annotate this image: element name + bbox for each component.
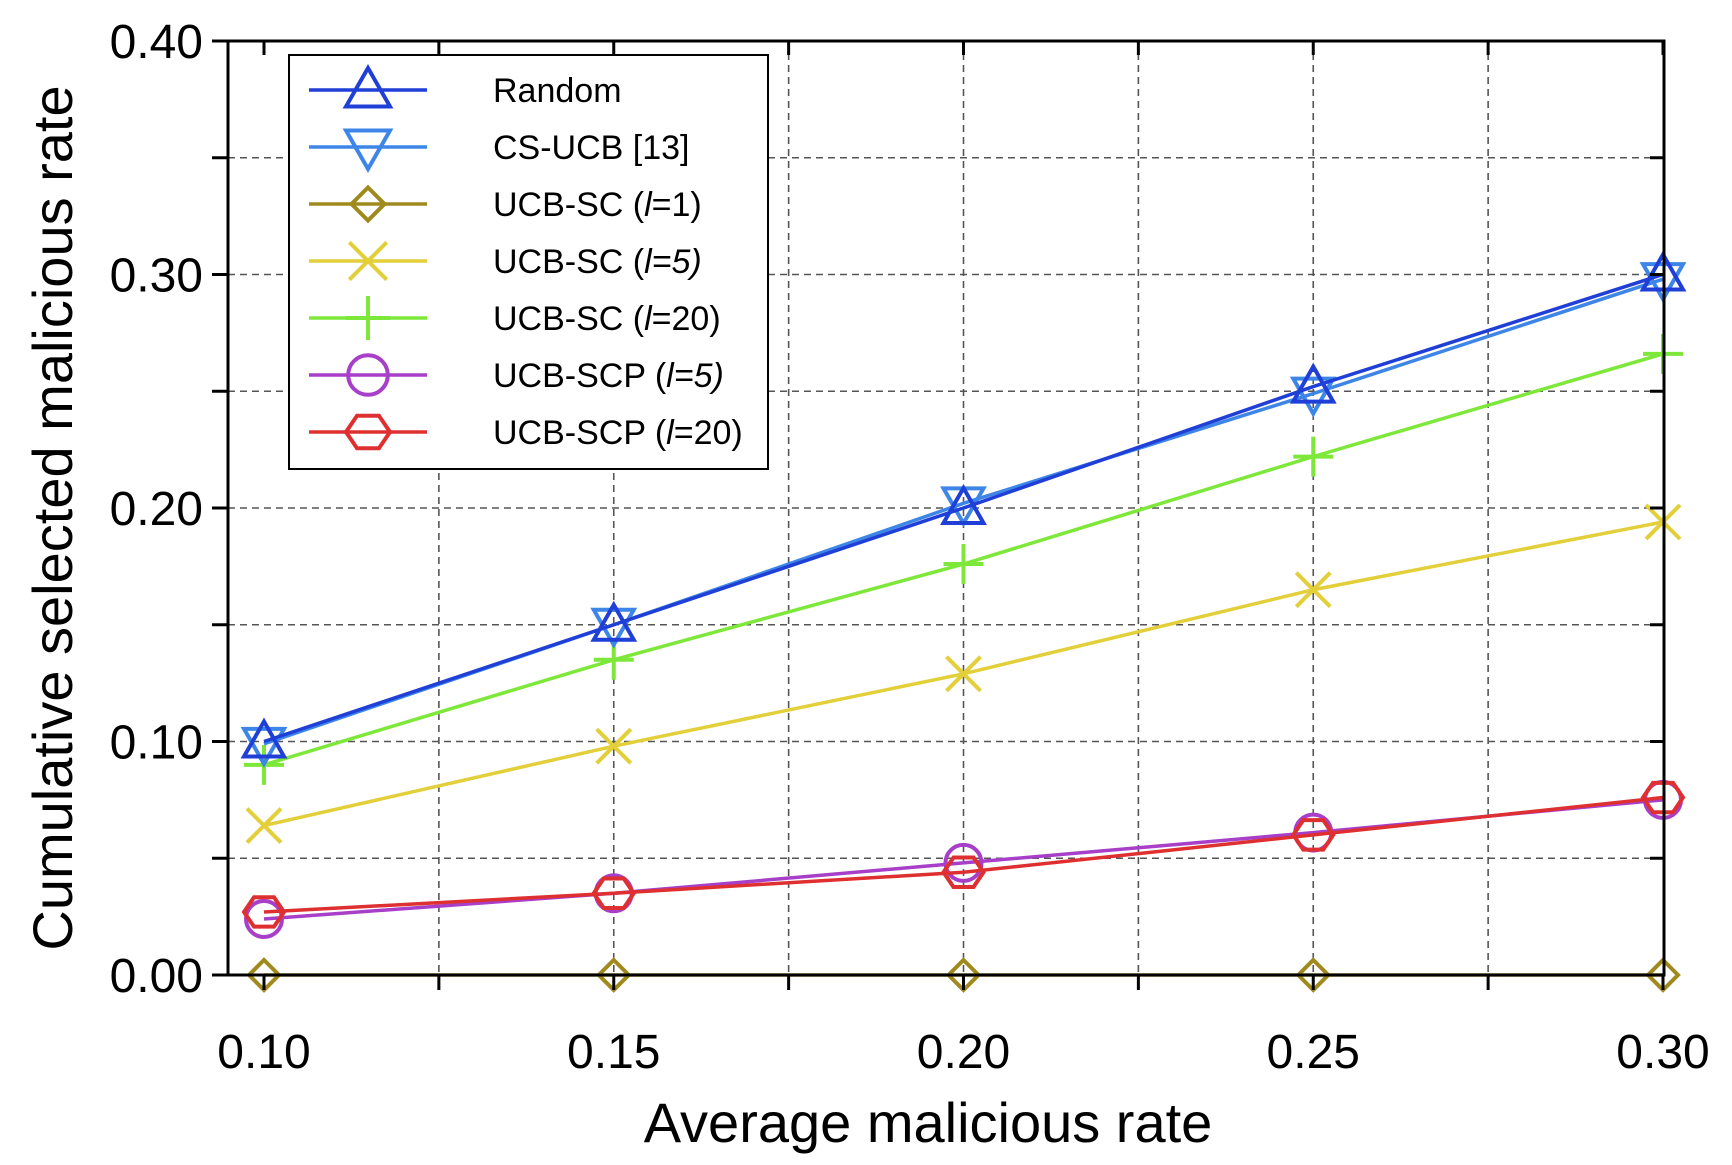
legend-label-text: UCB-SCP ( [493,357,667,395]
legend-marker [348,184,388,224]
legend-item-ucb-sc-l-1: UCB-SC (l=1) [309,184,702,224]
legend-item-ucb-scp-l-20: UCB-SCP (l=20) [309,413,743,452]
legend-label-italic: l [666,414,675,452]
series-line-random [263,272,1664,744]
legend-label-suffix: =20) [652,300,721,338]
data-point-ucb-scp-l-20 [1640,780,1686,815]
series-line-ucb-scp-l-20 [263,795,1664,914]
legend-label: UCB-SCP (l=5) [493,357,724,395]
x-axis-title: Average malicious rate [644,1091,1213,1154]
legend-label: UCB-SC (l=5) [493,243,702,281]
x-tick-label: 0.10 [217,1026,310,1079]
data-point-ucb-scp-l-20 [1290,818,1336,852]
data-point-random [240,717,288,759]
legend-label-text: Random [493,72,622,110]
x-tick-label: 0.25 [1267,1026,1360,1079]
data-point-random [1289,362,1337,404]
legend-item-ucb-scp-l-5: UCB-SCP (l=5) [309,353,724,397]
data-point-ucb-scp-l-5 [244,898,284,939]
series-ucb-sc-l-20 [244,333,1683,785]
y-tick-label: 0.10 [110,717,203,770]
legend-label-text: UCB-SC ( [493,300,645,338]
data-point-ucb-scp-l-20 [241,895,287,929]
legend-label-italic: l [644,186,653,224]
legend-label-italic: l [644,300,653,338]
axis-ticks [212,39,1665,990]
data-point-ucb-scp-l-5 [943,842,984,883]
data-point-ucb-sc-l-20 [1293,436,1334,477]
legend-label-italic: l=5) [644,243,702,281]
x-tick-labels: 0.10 0.15 0.20 0.25 0.30 [217,1026,1709,1079]
legend-item-ucb-sc-l-5: UCB-SC (l=5) [309,240,702,282]
data-point-random [940,483,987,525]
x-tick-label: 0.30 [1616,1026,1709,1079]
legend-marker [342,128,394,174]
legend-item-ucb-sc-l-20: UCB-SC (l=20) [309,296,721,340]
legend-marker [346,296,390,340]
y-axis-title: Cumulative selected malicious rate [21,85,84,950]
data-point-ucb-scp-l-20 [591,876,637,910]
legend-label-text: CS-UCB [13] [493,129,690,167]
legend-item-cs-ucb-13: CS-UCB [13] [309,128,690,174]
data-point-random [590,600,638,642]
legend-marker [347,240,389,282]
data-point-ucb-scp-l-20 [941,855,986,889]
y-tick-label: 0.40 [110,16,203,69]
legend-label-suffix: =20) [674,414,743,452]
legend-label: Random [493,72,622,110]
data-point-cs-ucb-13 [240,726,288,768]
legend-label-italic: l=5) [666,357,724,395]
legend-label: UCB-SCP (l=20) [493,414,743,452]
legend-label-suffix: =1) [652,186,702,224]
y-tick-label: 0.20 [110,483,203,536]
legend-marker [346,353,390,397]
legend-label-text: UCB-SC ( [493,186,645,224]
data-point-ucb-sc-l-5 [945,655,982,693]
y-tick-label: 0.30 [110,250,203,303]
data-point-cs-ucb-13 [1289,376,1337,418]
legend-label: UCB-SC (l=1) [493,186,702,224]
legend-item-random: Random [309,63,622,110]
series-ucb-scp-l-20 [241,780,1686,929]
data-point-ucb-sc-l-5 [1294,571,1332,609]
legend-label: UCB-SC (l=20) [493,300,721,338]
x-tick-label: 0.15 [567,1026,660,1079]
y-tick-label: 0.00 [110,950,203,1003]
legend-marker [342,63,394,109]
legend-label-text: UCB-SC ( [493,243,645,281]
series-ucb-sc-l-5 [245,503,1682,844]
series-random [240,250,1687,759]
legend-marker [343,413,393,451]
data-point-ucb-sc-l-20 [943,544,984,585]
y-tick-labels: 0.00 0.10 0.20 0.30 0.40 [110,16,203,1003]
legend-label: CS-UCB [13] [493,129,690,167]
data-point-ucb-sc-l-5 [595,727,633,765]
plot-series [240,250,1687,993]
data-point-ucb-sc-l-5 [245,807,283,844]
x-tick-label: 0.20 [917,1026,1010,1079]
legend-label-text: UCB-SCP ( [493,414,667,452]
